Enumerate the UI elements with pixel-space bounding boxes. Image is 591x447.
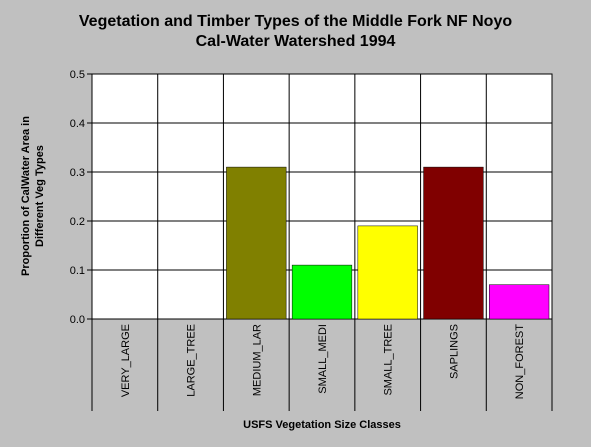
bar-layer xyxy=(226,166,550,320)
y-tick-layer: 0.0 0.1 0.2 0.3 0.4 0.5 xyxy=(70,69,92,326)
y-tick-label: 0.5 xyxy=(70,69,85,81)
x-tick-layer: VERY_LARGE LARGE_TREE MEDIUM_LAR SMALL_MEDI… xyxy=(120,324,526,399)
bar-saplings xyxy=(423,166,484,320)
bar-small-tree xyxy=(357,225,418,320)
x-tick-label: LARGE_TREE xyxy=(186,324,198,397)
x-tick-label: NON_FOREST xyxy=(514,324,526,399)
y-tick-label: 0.3 xyxy=(70,167,85,179)
x-tick-label: SAPLINGS xyxy=(448,324,460,379)
bar-non-forest xyxy=(489,284,550,320)
bar-small-medi xyxy=(291,264,353,320)
y-tick-label: 0.0 xyxy=(70,314,85,326)
y-tick-label: 0.4 xyxy=(70,118,85,130)
chart-title: Vegetation and Timber Types of the Middl… xyxy=(78,13,513,50)
y-axis-title: Proportion of CalWater Area in Different… xyxy=(20,116,46,276)
y-tick-label: 0.2 xyxy=(70,216,85,228)
y-tick-label: 0.1 xyxy=(70,265,85,277)
x-axis-title: USFS Vegetation Size Classes xyxy=(243,419,401,431)
x-tick-label: SMALL_TREE xyxy=(383,324,395,396)
x-tick-label: VERY_LARGE xyxy=(120,324,132,397)
bar-medium-lar xyxy=(226,166,287,320)
x-tick-label: SMALL_MEDI xyxy=(317,324,329,394)
x-tick-label: MEDIUM_LAR xyxy=(251,324,263,396)
